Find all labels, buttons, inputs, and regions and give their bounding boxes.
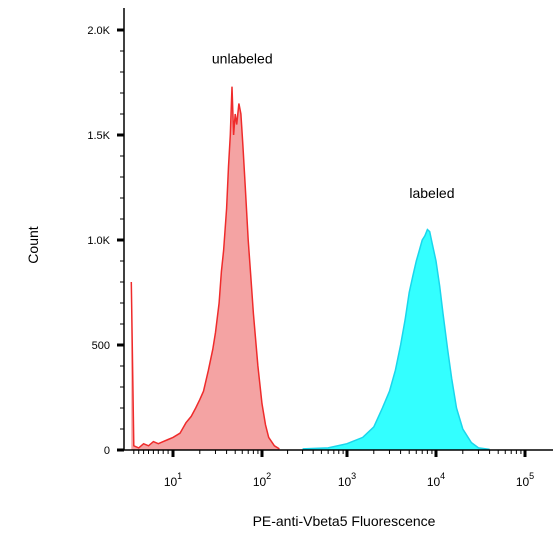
y-tick-label: 1.5K	[87, 130, 110, 142]
series-unlabeled-line	[130, 86, 280, 450]
plot-area: 0 500 1.0K 1.5K 2.0K 101 102 103 104 105 unlabeled…	[87, 8, 553, 489]
annotation-labeled: labeled	[409, 185, 454, 201]
series-labeled-line	[302, 228, 490, 451]
x-tick-label: 103	[338, 471, 356, 489]
x-tick-label: 101	[164, 471, 182, 489]
y-tick-label: 0	[104, 445, 110, 457]
series-labeled-fill	[302, 229, 490, 450]
y-axis-title: Count	[25, 226, 41, 263]
x-axis-title: PE-anti-Vbeta5 Fluorescence	[253, 513, 436, 529]
y-tick-label: 2.0K	[87, 25, 110, 37]
annotation-unlabeled: unlabeled	[212, 51, 273, 67]
x-tick-label: 104	[427, 471, 445, 489]
x-tick-label: 105	[516, 471, 534, 489]
y-tick-label: 500	[92, 340, 110, 352]
series-unlabeled-fill	[131, 86, 280, 450]
x-tick-label: 102	[253, 471, 271, 489]
y-tick-label: 1.0K	[87, 235, 110, 247]
